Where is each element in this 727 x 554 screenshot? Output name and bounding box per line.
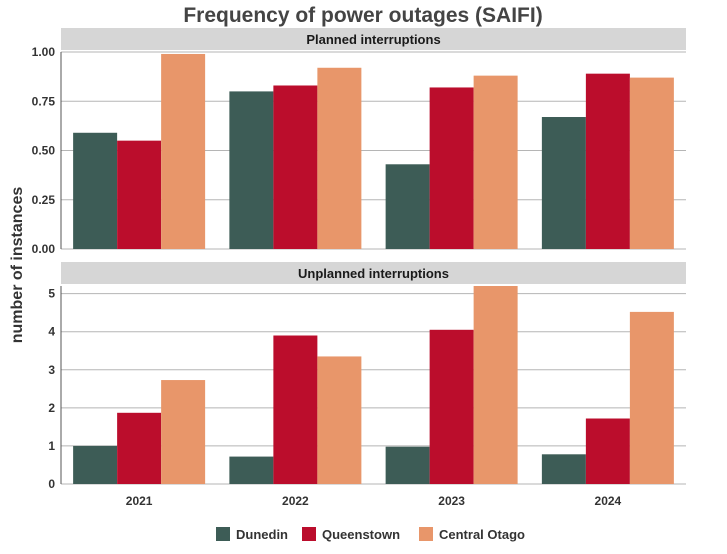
panels: Planned interruptions 0.00 0.25 0.50 0.75 1.0… (32, 28, 686, 491)
bar-dunedin-2024 (541, 454, 586, 484)
x-tick-label: 2021 (126, 494, 153, 508)
bar-central-otago-2021 (161, 53, 206, 249)
bar-central-otago-2023 (473, 75, 518, 249)
x-tick-label: 2023 (438, 494, 465, 508)
y-tick-label: 2 (48, 401, 55, 415)
chart-title: Frequency of power outages (SAIFI) (183, 4, 542, 27)
bar-central-otago-2024 (629, 311, 674, 484)
legend-label: Dunedin (236, 527, 288, 542)
bar-central-otago-2021 (161, 380, 206, 484)
facet-strip (61, 262, 686, 284)
bar-dunedin-2021 (73, 132, 118, 249)
y-tick-label: 0 (48, 477, 55, 491)
y-tick-label: 3 (48, 363, 55, 377)
legend-swatch (302, 527, 316, 541)
bar-dunedin-2022 (229, 91, 274, 250)
bar-queenstown-2023 (429, 329, 474, 484)
y-tick-label: 1 (48, 439, 55, 453)
x-tick-label: 2024 (595, 494, 622, 508)
y-tick-label: 0.25 (32, 193, 56, 207)
x-tick-label: 2022 (282, 494, 309, 508)
legend-label: Central Otago (439, 527, 525, 542)
legend-item-queenstown: Queenstown (302, 527, 400, 542)
bar-central-otago-2024 (629, 77, 674, 249)
legend-item-dunedin: Dunedin (216, 527, 288, 542)
bar-dunedin-2021 (73, 445, 118, 484)
bar-queenstown-2021 (117, 140, 162, 249)
y-tick-label: 5 (48, 287, 55, 301)
legend: Dunedin Queenstown Central Otago (216, 527, 525, 542)
facet-panel-planned: Planned interruptions 0.00 0.25 0.50 0.75 1.0… (32, 28, 686, 256)
bar-central-otago-2023 (473, 286, 518, 484)
y-tick-label: 0.00 (32, 242, 56, 256)
bar-queenstown-2024 (585, 418, 630, 484)
y-tick-label: 4 (48, 325, 55, 339)
legend-item-central-otago: Central Otago (419, 527, 525, 542)
y-tick-label: 0.75 (32, 94, 56, 108)
bar-dunedin-2023 (385, 446, 430, 484)
legend-swatch (216, 527, 230, 541)
bar-queenstown-2024 (585, 73, 630, 249)
y-tick-label: 1.00 (32, 45, 56, 59)
bar-central-otago-2022 (317, 67, 362, 249)
bar-central-otago-2022 (317, 356, 362, 484)
legend-swatch (419, 527, 433, 541)
bar-queenstown-2022 (273, 335, 318, 484)
bar-dunedin-2022 (229, 456, 274, 484)
bar-dunedin-2023 (385, 164, 430, 249)
facet-strip (61, 28, 686, 50)
facet-label: Unplanned interruptions (298, 266, 449, 281)
y-tick-label: 0.50 (32, 144, 56, 158)
bar-dunedin-2024 (541, 117, 586, 249)
y-axis-label: number of instances (9, 187, 26, 344)
bar-queenstown-2023 (429, 87, 474, 250)
facet-label: Planned interruptions (306, 32, 440, 47)
facet-panel-unplanned: Unplanned interruptions 0 1 2 3 4 5 (48, 262, 686, 491)
x-tick-labels: 2021 2022 2023 2024 (126, 494, 622, 508)
legend-label: Queenstown (322, 527, 400, 542)
bar-queenstown-2022 (273, 85, 318, 250)
bar-queenstown-2021 (117, 412, 162, 484)
